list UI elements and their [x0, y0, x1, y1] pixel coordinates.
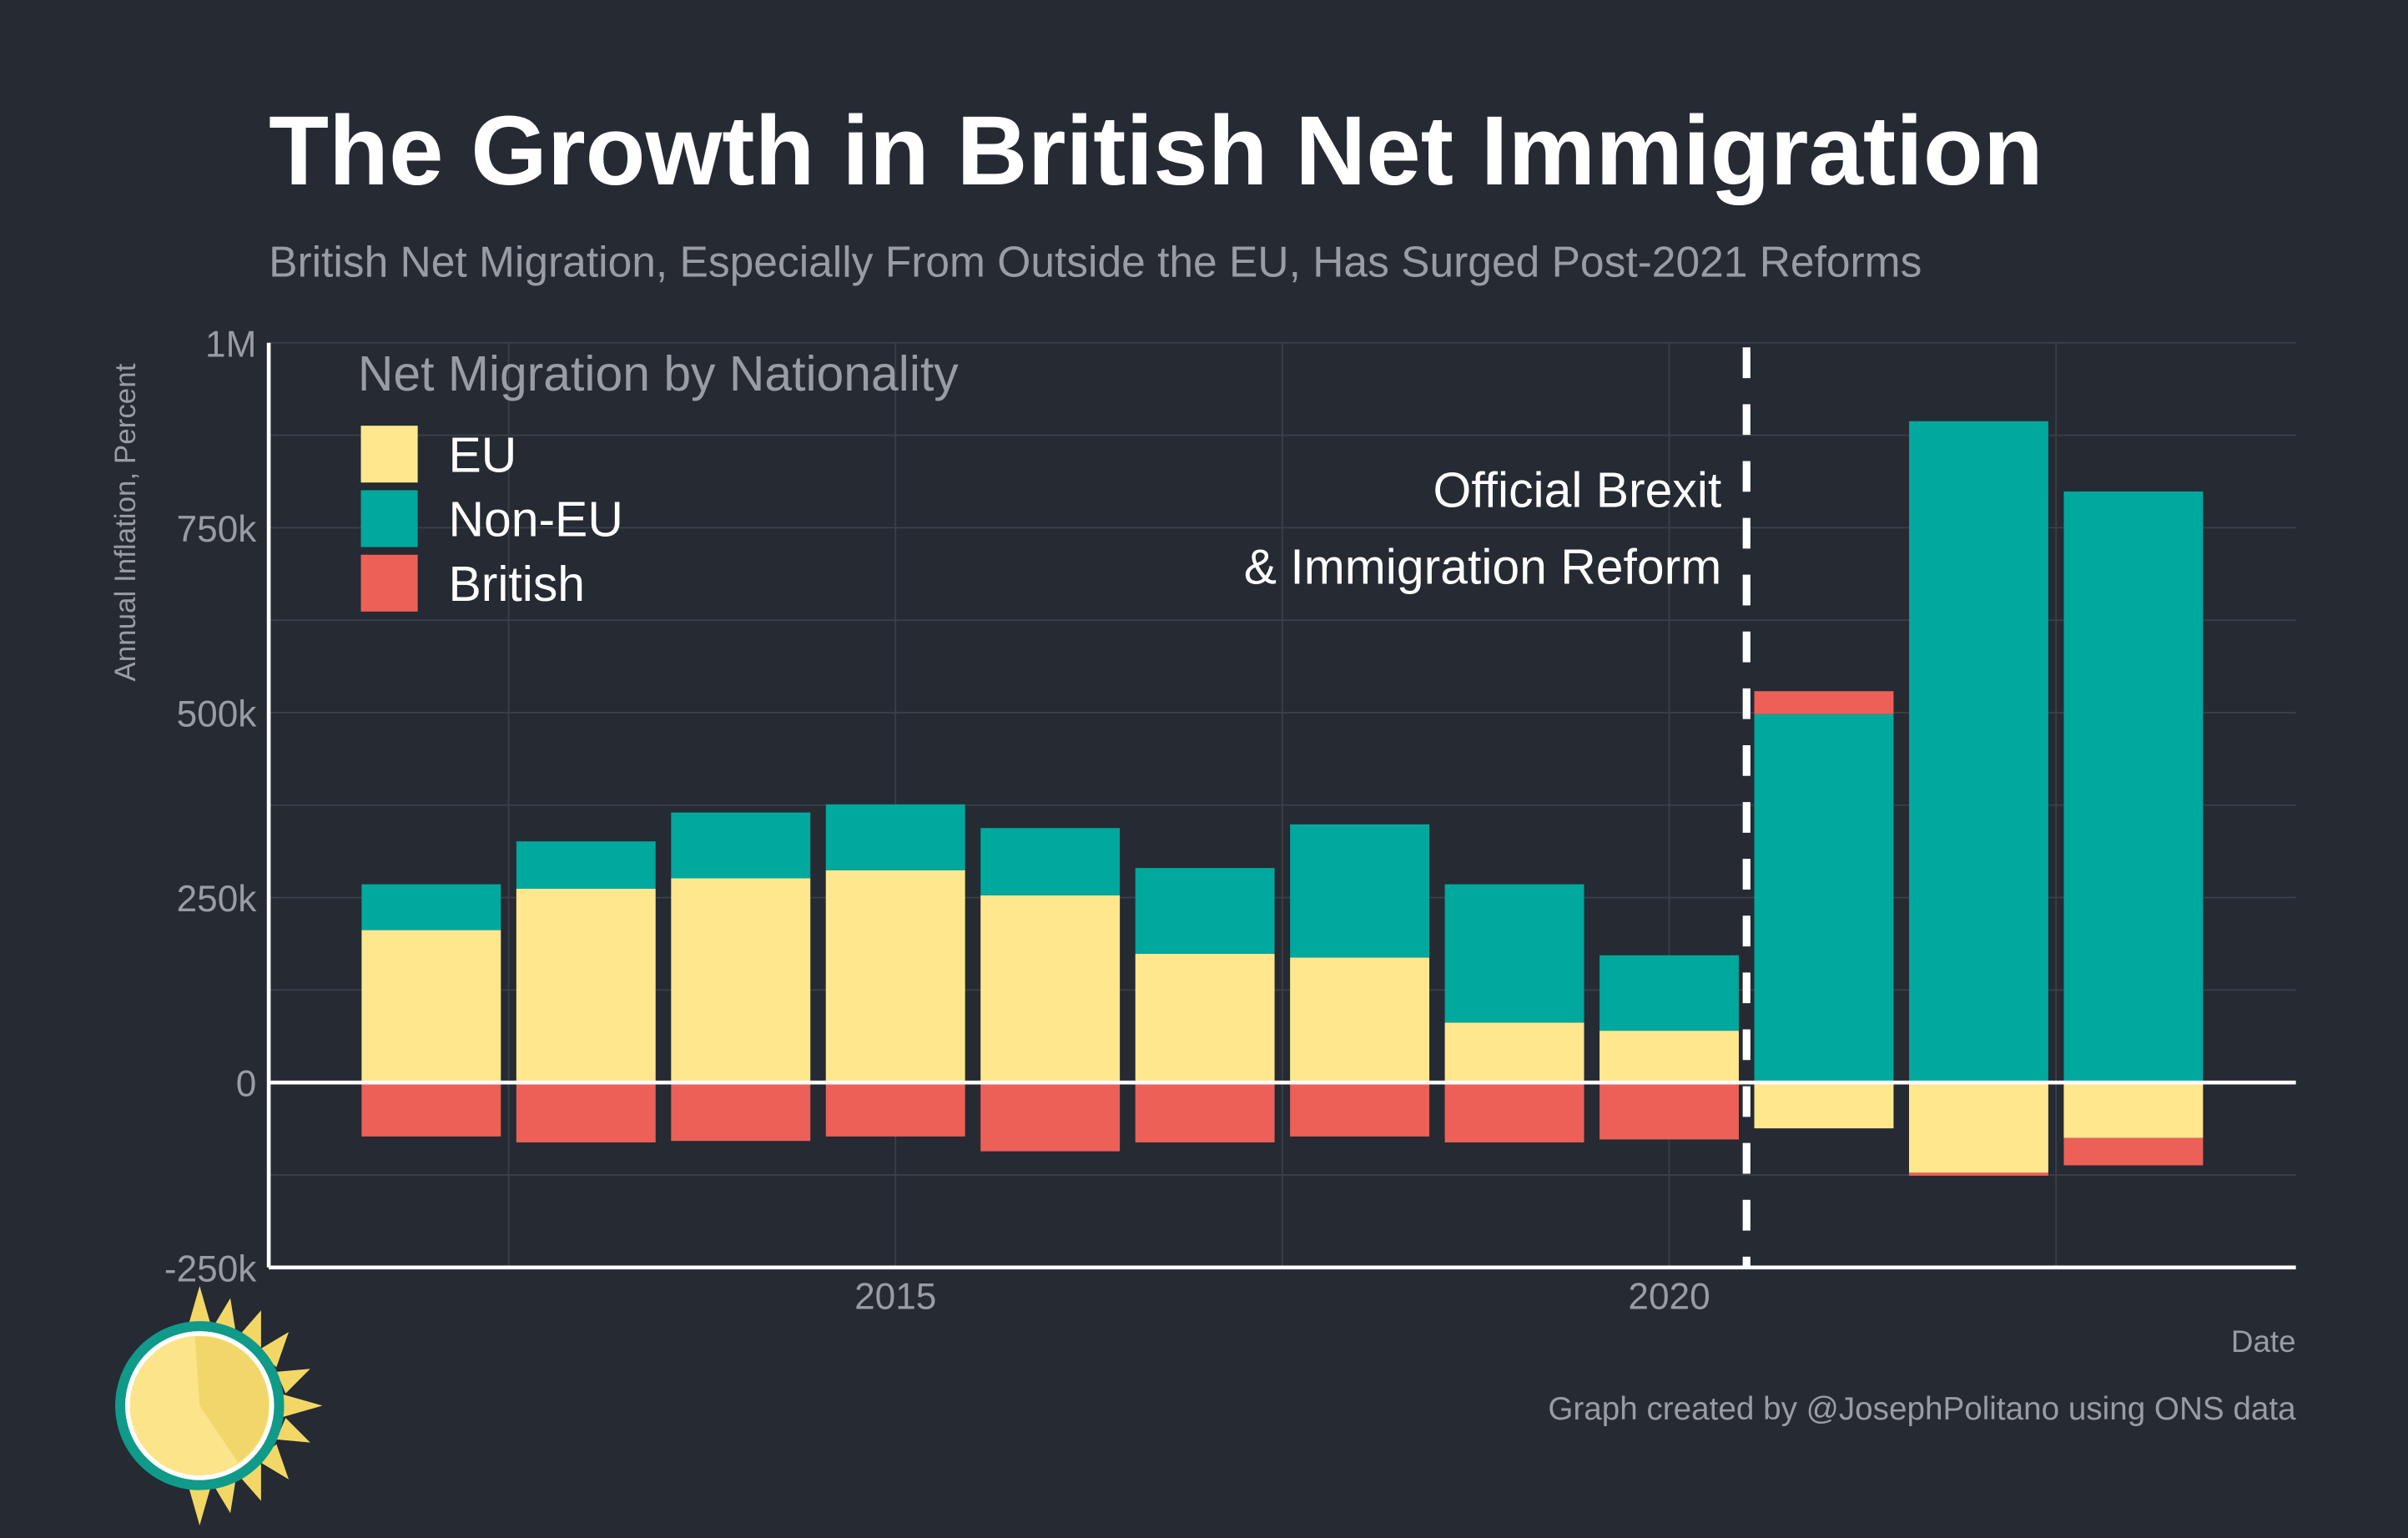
- bar-british-2016: [980, 1082, 1121, 1152]
- bar-noneu-2022: [1908, 421, 2048, 1083]
- x-tick-label: 2020: [1628, 1276, 1710, 1317]
- annotation-line-1: Official Brexit: [1433, 464, 1722, 518]
- bar-noneu-2012: [361, 884, 501, 930]
- caption: Graph created by @JosephPolitano using O…: [1548, 1391, 2296, 1427]
- bar-british-2019: [1444, 1082, 1584, 1142]
- y-tick-label: 500k: [177, 694, 258, 735]
- y-tick-label: 750k: [177, 509, 258, 550]
- bar-eu-2022: [1908, 1082, 2048, 1173]
- bar-british-2014: [671, 1082, 811, 1142]
- legend-swatch-eu: [360, 426, 418, 483]
- axes: [266, 342, 2296, 1270]
- y-axis-label: Annual Inflation, Percent: [109, 363, 142, 681]
- bar-noneu-2020: [1599, 955, 1739, 1031]
- legend-label-non-eu: Non-EU: [448, 493, 622, 547]
- bar-eu-2015: [825, 870, 965, 1083]
- bar-british-2012: [361, 1082, 501, 1137]
- y-tick-label: 1M: [205, 324, 256, 365]
- bar-noneu-2016: [980, 828, 1121, 895]
- chart-title: The Growth in British Net Immigration: [269, 95, 2043, 205]
- bar-noneu-2017: [1135, 868, 1275, 954]
- bar-eu-2012: [361, 930, 501, 1083]
- bar-eu-2018: [1290, 957, 1430, 1083]
- bar-british-2015: [825, 1082, 965, 1137]
- bar-british-2023: [2063, 1137, 2204, 1166]
- bar-eu-2016: [980, 895, 1121, 1083]
- bar-british-2021: [1754, 691, 1894, 714]
- legend-swatch-non-eu: [360, 490, 418, 547]
- bar-british-2017: [1135, 1082, 1275, 1142]
- bar-eu-2020: [1599, 1031, 1739, 1083]
- legend: Net Migration by Nationality EU Non-EU B…: [358, 347, 959, 612]
- bar-noneu-2018: [1290, 824, 1430, 958]
- bar-eu-2023: [2063, 1082, 2204, 1138]
- legend-title: Net Migration by Nationality: [358, 347, 959, 401]
- bar-noneu-2015: [825, 804, 965, 870]
- annotation-line-2: & Immigration Reform: [1244, 541, 1722, 595]
- bar-eu-2017: [1135, 953, 1275, 1083]
- sun-logo-icon: [115, 1285, 323, 1525]
- bar-noneu-2023: [2063, 491, 2204, 1083]
- y-tick-label: 250k: [177, 879, 258, 920]
- legend-label-british: British: [448, 557, 585, 612]
- chart-subtitle: British Net Migration, Especially From O…: [269, 238, 1922, 286]
- y-tick-label: -250k: [164, 1248, 257, 1289]
- bar-british-2018: [1290, 1082, 1430, 1137]
- bar-british-2013: [516, 1082, 656, 1142]
- bar-noneu-2021: [1754, 714, 1894, 1083]
- x-tick-label: 2015: [854, 1276, 936, 1317]
- y-tick-label: 0: [236, 1064, 257, 1105]
- bar-noneu-2014: [671, 812, 811, 879]
- x-axis-label: Date: [2231, 1324, 2296, 1359]
- bar-noneu-2013: [516, 841, 656, 889]
- legend-swatch-british: [360, 554, 418, 612]
- bar-noneu-2019: [1444, 884, 1584, 1023]
- tick-labels: -250k 0 250k 500k 750k 1M 2015 2020: [164, 324, 1710, 1317]
- bar-eu-2013: [516, 888, 656, 1083]
- bar-british-2022: [1908, 1172, 2048, 1176]
- legend-label-eu: EU: [448, 428, 516, 482]
- bar-british-2020: [1599, 1082, 1739, 1140]
- bar-eu-2021: [1754, 1082, 1894, 1129]
- bars: [361, 421, 2204, 1176]
- bar-eu-2019: [1444, 1022, 1584, 1083]
- bar-eu-2014: [671, 878, 811, 1083]
